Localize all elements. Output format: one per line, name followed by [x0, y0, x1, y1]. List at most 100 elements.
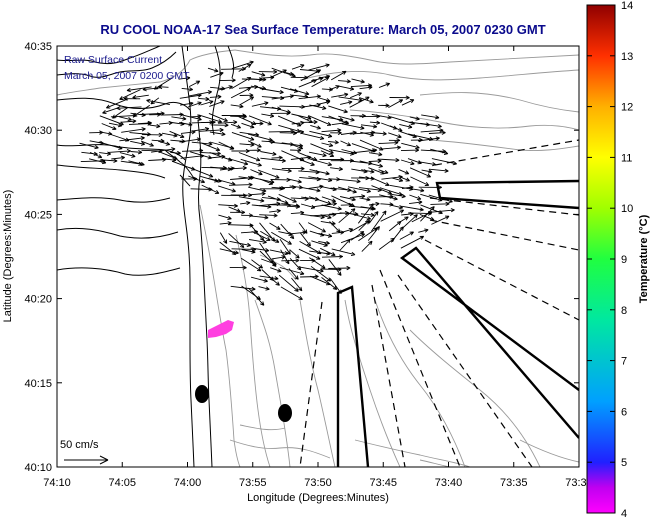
current-vector: [189, 90, 212, 97]
x-tick-label: 74:05: [108, 477, 136, 489]
marker-south: [278, 404, 292, 422]
current-vector: [238, 152, 261, 162]
current-vector: [171, 116, 187, 121]
current-vector: [230, 285, 256, 292]
current-vector: [218, 120, 238, 125]
colorbar-tick-label: 12: [621, 102, 633, 114]
x-axis-ticks: 74:10 74:05 74:00 73:55 73:50 73:45 73:40 73:35…: [43, 46, 593, 489]
current-vector: [429, 168, 449, 173]
current-vector: [123, 96, 141, 101]
current-vector: [260, 230, 280, 243]
current-vector: [357, 203, 374, 224]
current-vector: [119, 116, 132, 122]
current-vector: [269, 276, 280, 286]
current-vector: [269, 222, 281, 230]
current-vector: [251, 101, 269, 107]
current-vector: [209, 131, 226, 137]
current-vector: [250, 191, 266, 196]
current-vector: [339, 238, 351, 251]
current-vector: [229, 265, 247, 270]
colorbar-tick-label: 11: [621, 152, 632, 164]
current-vector: [349, 194, 366, 199]
current-vector: [298, 79, 317, 88]
current-vector: [350, 92, 362, 99]
current-vector: [298, 248, 321, 260]
current-vector: [350, 231, 365, 241]
current-vector: [271, 155, 283, 160]
current-vector: [401, 205, 424, 212]
current-vector: [309, 257, 326, 269]
current-vector: [258, 69, 278, 75]
current-vector: [368, 211, 379, 224]
current-vector: [210, 123, 229, 128]
current-vector: [339, 178, 361, 184]
current-vector: [190, 114, 202, 119]
current-vector: [158, 84, 169, 90]
colorbar-label: Temperature (°C): [638, 214, 650, 303]
current-vector: [418, 228, 429, 233]
current-vector: [378, 169, 389, 174]
current-vector: [218, 141, 234, 150]
current-vector: [251, 259, 264, 269]
current-vector: [291, 113, 312, 120]
current-vector: [149, 123, 161, 129]
current-vector: [271, 255, 286, 260]
current-vector: [328, 105, 348, 114]
current-vector: [338, 115, 355, 122]
current-vector: [151, 147, 176, 153]
current-vector: [251, 71, 266, 77]
current-vector: [179, 137, 201, 143]
current-vector: [320, 150, 335, 157]
current-vector: [89, 151, 103, 159]
current-vector: [358, 220, 370, 231]
current-vector: [380, 202, 394, 207]
current-vector: [241, 122, 255, 129]
current-vector: [119, 89, 141, 100]
current-vector: [291, 64, 305, 70]
x-tick-label: 73:50: [304, 477, 332, 489]
map-plot-area: Raw Surface Current March 05, 2007 0200 …: [56, 45, 580, 468]
current-vector: [181, 87, 194, 92]
y-tick-label: 40:10: [24, 462, 52, 474]
current-vector: [257, 169, 280, 179]
current-vector: [290, 155, 312, 160]
current-vector: [361, 169, 375, 174]
current-vector: [398, 168, 410, 175]
current-vector: [169, 130, 185, 138]
current-vector: [360, 124, 378, 129]
current-vector: [359, 197, 371, 202]
current-vector: [289, 249, 300, 259]
x-tick-label: 74:10: [43, 477, 71, 489]
current-vector: [328, 140, 339, 145]
current-vector: [250, 215, 269, 220]
current-vector: [108, 148, 131, 154]
current-vector: [259, 275, 279, 281]
current-vector: [199, 127, 224, 133]
current-vector: [228, 182, 253, 187]
current-vector: [240, 158, 262, 167]
current-vector: [328, 265, 351, 271]
current-vector: [178, 75, 191, 81]
current-vector: [289, 230, 307, 235]
current-vector: [368, 167, 385, 175]
current-vector: [101, 123, 117, 131]
current-vector: [300, 69, 322, 82]
current-vector: [259, 213, 278, 218]
y-tick-label: 40:35: [24, 41, 52, 53]
current-vector: [308, 158, 333, 167]
current-vector: [409, 116, 420, 121]
current-vector: [338, 79, 351, 84]
current-vector: [128, 160, 145, 167]
current-vector: [179, 122, 193, 127]
current-vector: [260, 157, 286, 163]
current-vector: [318, 100, 331, 105]
current-vector: [181, 148, 204, 153]
sst-patch: [208, 320, 234, 338]
current-vector: [130, 140, 146, 146]
current-vector: [399, 123, 413, 129]
current-vector: [119, 152, 136, 158]
current-vector: [279, 267, 305, 276]
current-vector: [251, 204, 272, 209]
current-vector: [388, 132, 402, 139]
current-vector: [240, 200, 251, 206]
